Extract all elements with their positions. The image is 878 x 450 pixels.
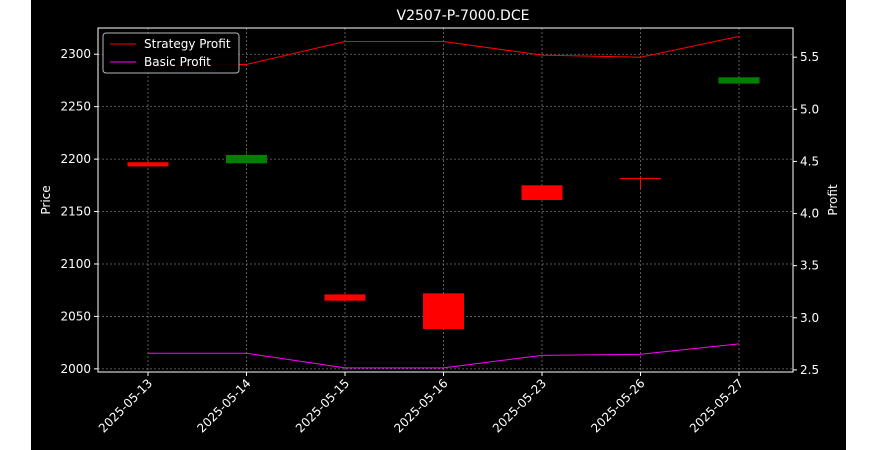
y-tick-label: 2100 bbox=[60, 257, 91, 271]
candle-2025-05-14 bbox=[226, 150, 267, 164]
x-tick-label: 2025-05-15 bbox=[293, 376, 352, 435]
plot-frame bbox=[97, 27, 794, 373]
x-tick-label: 2025-05-16 bbox=[391, 376, 450, 435]
y2-tick-label: 3.0 bbox=[800, 311, 819, 325]
chart-figure: V2507-P-7000.DCE 2000 2050 2100 2150 2200 225… bbox=[31, 0, 846, 450]
y-axis-label: Price bbox=[39, 185, 53, 214]
series-line-strategy-profit bbox=[148, 35, 740, 65]
candle-2025-05-26 bbox=[620, 175, 661, 189]
legend: Strategy Profit Basic Profit bbox=[102, 32, 240, 74]
y-tick-label: 2050 bbox=[60, 309, 91, 323]
x-tick-label: 2025-05-13 bbox=[96, 376, 155, 435]
y2-tick-label: 5.0 bbox=[800, 102, 819, 116]
candle-2025-05-23 bbox=[521, 185, 563, 200]
candle-body bbox=[620, 177, 661, 179]
candle-body bbox=[324, 294, 366, 301]
candle-body bbox=[521, 185, 563, 200]
axes: 2000 2050 2100 2150 2200 2250 2300 2.5 3.0 3.5 4.0… bbox=[60, 47, 819, 435]
y-tick-label: 2250 bbox=[60, 100, 91, 114]
y2-tick-label: 2.5 bbox=[800, 363, 819, 377]
profit-lines bbox=[148, 35, 740, 369]
y2-tick-label: 4.5 bbox=[800, 154, 819, 168]
y2-tick-label: 3.5 bbox=[800, 259, 819, 273]
candle-body bbox=[226, 154, 267, 164]
legend-box bbox=[102, 32, 240, 74]
y2-tick-label: 5.5 bbox=[800, 50, 819, 64]
candle-2025-05-13 bbox=[127, 162, 169, 167]
y2-axis-label: Profit bbox=[826, 184, 840, 216]
candle-2025-05-15 bbox=[324, 294, 366, 301]
candle-2025-05-27 bbox=[718, 77, 760, 84]
series-line-basic-profit bbox=[148, 343, 740, 369]
candle-body bbox=[423, 293, 464, 329]
y-tick-label: 2300 bbox=[60, 47, 91, 61]
candles bbox=[127, 77, 760, 329]
y2-tick-label: 4.0 bbox=[800, 207, 819, 221]
y-tick-label: 2000 bbox=[60, 362, 91, 376]
y-tick-label: 2150 bbox=[60, 205, 91, 219]
chart-title: V2507-P-7000.DCE bbox=[397, 8, 530, 24]
chart-svg: V2507-P-7000.DCE 2000 2050 2100 2150 2200 225… bbox=[39, 8, 840, 435]
legend-label-strategy-profit: Strategy Profit bbox=[144, 37, 231, 51]
legend-label-basic-profit: Basic Profit bbox=[144, 55, 211, 69]
y-tick-label: 2200 bbox=[60, 152, 91, 166]
candle-2025-05-16 bbox=[423, 293, 464, 329]
candle-body bbox=[127, 162, 169, 167]
x-tick-label: 2025-05-26 bbox=[588, 376, 647, 435]
x-tick-label: 2025-05-27 bbox=[687, 376, 746, 435]
candle-body bbox=[718, 77, 760, 84]
x-tick-label: 2025-05-23 bbox=[490, 376, 549, 435]
x-tick-label: 2025-05-14 bbox=[194, 376, 253, 435]
